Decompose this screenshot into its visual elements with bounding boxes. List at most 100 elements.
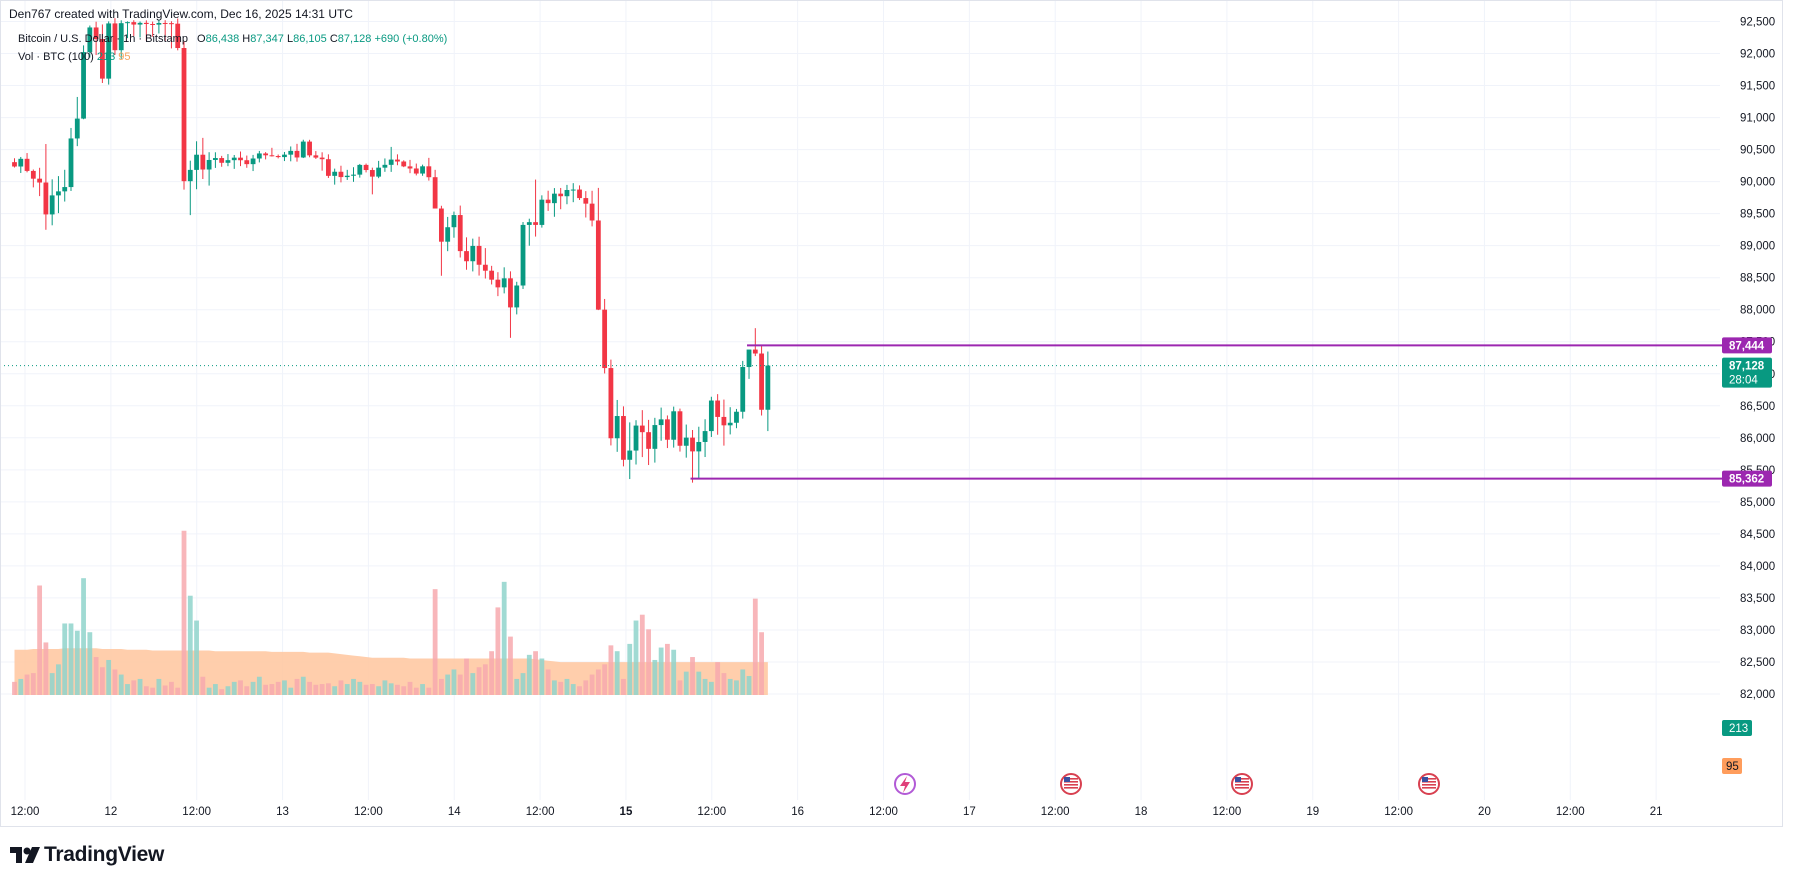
volume-bar xyxy=(464,658,469,695)
candle-body xyxy=(621,416,626,460)
candle-body xyxy=(99,38,105,79)
candle-body xyxy=(169,23,174,25)
candle-body xyxy=(577,189,582,199)
price-tick-label: 91,000 xyxy=(1740,113,1775,125)
candle-body xyxy=(49,195,55,215)
price-axis[interactable]: 82,000 82,500 83,000 83,500 84,000 84,500 85,0… xyxy=(1722,17,1775,775)
time-tick-label: 12:00 xyxy=(1213,806,1242,818)
time-tick-label: 12:00 xyxy=(11,806,40,818)
candle-body xyxy=(677,411,683,446)
volume-bar xyxy=(93,657,99,695)
volume-value-badge xyxy=(1722,720,1752,736)
candle-body xyxy=(558,193,564,197)
volume-bar xyxy=(476,667,482,695)
volume-bar xyxy=(583,680,589,695)
candle-body xyxy=(439,208,444,242)
horizontal-levels[interactable] xyxy=(0,344,1722,480)
flag-stripe xyxy=(1235,778,1249,780)
close-value: 87,128 xyxy=(337,33,372,45)
candle-body xyxy=(696,441,702,452)
open-label: O xyxy=(197,33,206,45)
volume-bar xyxy=(514,678,520,695)
volume-bar xyxy=(413,687,419,695)
price-tick-label: 82,500 xyxy=(1740,657,1775,669)
flag-stripe xyxy=(1235,781,1249,783)
volume-bar xyxy=(344,684,350,695)
volume-series xyxy=(12,530,768,695)
time-tick-label: 16 xyxy=(791,806,804,818)
volume-bar xyxy=(552,680,557,695)
candle-body xyxy=(382,164,388,168)
volume-bar xyxy=(212,684,218,695)
open-value: 86,438 xyxy=(205,33,240,45)
volume-title[interactable]: Vol · BTC (100) xyxy=(18,51,94,63)
candle-body xyxy=(759,353,764,410)
candle-body xyxy=(37,178,43,183)
candle-body xyxy=(62,187,68,192)
volume-bar xyxy=(231,681,237,695)
time-axis[interactable]: 12:00 12 12:00 13 12:00 14 12:00 15 12:00 16 12:00… xyxy=(11,806,1663,818)
candle-body xyxy=(212,158,218,160)
flag-stripe xyxy=(1235,787,1249,789)
event-icons[interactable] xyxy=(894,773,1440,795)
volume-bar xyxy=(658,647,664,695)
lightning-bolt-icon xyxy=(900,776,910,793)
time-tick-label: 12:00 xyxy=(1041,806,1070,818)
volume-bar xyxy=(187,595,193,695)
candle-body xyxy=(125,22,130,24)
volume-bar xyxy=(614,651,620,695)
volume-bar xyxy=(18,678,24,695)
current-price-label: 87,128 xyxy=(1729,361,1765,373)
candle-body xyxy=(81,52,86,119)
us-flag-icon xyxy=(1231,773,1253,795)
candle-body xyxy=(282,154,287,158)
volume-bar xyxy=(558,681,564,695)
candle-body xyxy=(727,422,733,426)
volume-bar xyxy=(219,689,225,695)
candle-body xyxy=(646,432,651,449)
volume-bar xyxy=(734,680,739,695)
volume-bar xyxy=(740,669,746,695)
volume-bar xyxy=(200,676,206,695)
price-tick-label: 92,500 xyxy=(1740,17,1775,29)
volume-bar xyxy=(407,681,413,695)
volume-bar xyxy=(319,684,325,695)
candle-body xyxy=(256,153,262,159)
tradingview-logo[interactable]: TradingView xyxy=(10,843,164,867)
candle-body xyxy=(545,199,551,204)
candle-body xyxy=(12,162,17,167)
candle-body xyxy=(702,431,708,442)
volume-bar xyxy=(125,684,130,695)
volume-bar xyxy=(520,673,526,695)
candle-body xyxy=(150,23,156,25)
level-price-label: 85,362 xyxy=(1729,474,1764,486)
candle-body xyxy=(87,27,93,53)
volume-bar xyxy=(68,623,74,695)
time-tick-label: 15 xyxy=(620,806,633,818)
candle-body xyxy=(200,154,206,170)
candle-body xyxy=(376,167,382,177)
volume-bar xyxy=(646,629,651,695)
close-label: C xyxy=(329,33,338,45)
candle-body xyxy=(602,309,608,369)
volume-bar xyxy=(288,687,294,695)
candle-body xyxy=(288,150,294,155)
volume-bar xyxy=(30,673,36,695)
symbol-title[interactable]: Bitcoin / U.S. Dollar · 1h · Bitstamp xyxy=(18,33,188,45)
candle-body xyxy=(332,171,338,176)
volume-bar xyxy=(727,678,733,695)
candle-body xyxy=(225,160,231,163)
time-tick-label: 12:00 xyxy=(526,806,555,818)
volume-bar xyxy=(363,684,369,695)
candle-body xyxy=(445,227,451,242)
flag-stripe xyxy=(1064,784,1078,786)
volume-bar xyxy=(426,687,432,695)
candle-body xyxy=(162,22,168,24)
price-tick-label: 90,500 xyxy=(1740,145,1775,157)
volume-ma-legend-value: 95 xyxy=(118,51,131,63)
candle-body xyxy=(118,23,124,51)
volume-bar xyxy=(162,685,168,695)
candle-body xyxy=(432,177,438,209)
candle-body xyxy=(106,23,112,79)
